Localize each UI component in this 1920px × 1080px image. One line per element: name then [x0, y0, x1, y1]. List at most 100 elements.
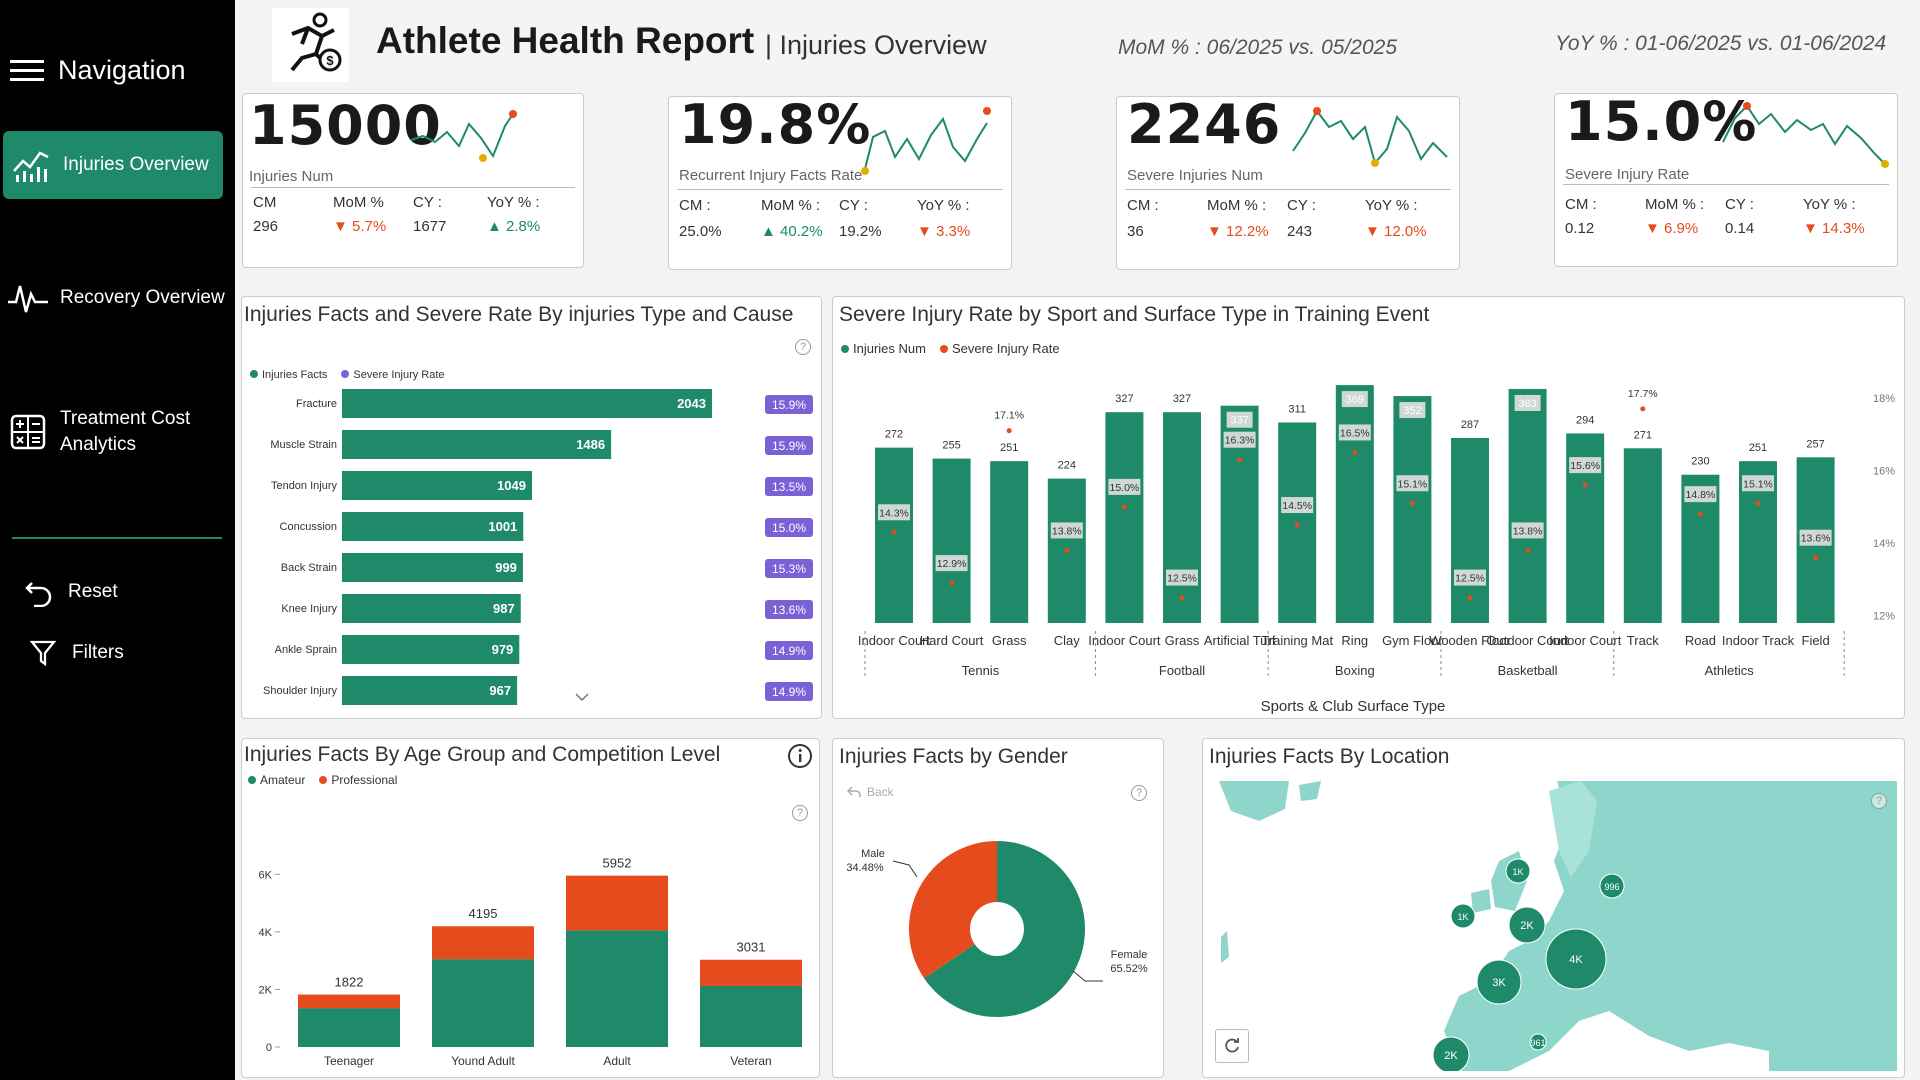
donut-slice — [909, 841, 997, 979]
kpi-cy-value: 243 — [1287, 223, 1313, 240]
landmass-iceland — [1299, 781, 1321, 801]
value-badge — [1399, 402, 1426, 419]
kpi-card-recurrent-rate: 19.8% Recurrent Injury Facts Rate CM : 25.0… — [668, 93, 1012, 270]
nav-item-label: Injuries Overview — [63, 154, 209, 175]
age-level-stacked-chart: 0 2K 4K 6K 1822 Teenager 4195 Yound Adult 5952 Ad… — [259, 856, 802, 1068]
back-button[interactable]: Back — [847, 785, 894, 799]
rate-badge — [765, 477, 813, 496]
nav-item-treatment-cost[interactable]: Treatment Cost Analytics — [0, 402, 235, 462]
chevron-down-icon[interactable] — [574, 692, 590, 702]
landmass-greenland — [1219, 781, 1289, 821]
surface-label: Indoor Court — [1088, 633, 1161, 648]
nav-item-injuries-overview[interactable]: Injuries Overview — [3, 131, 223, 199]
map-reset-button[interactable] — [1215, 1029, 1249, 1063]
bubble-label: 4K — [1569, 954, 1583, 966]
value-badge — [1514, 394, 1541, 411]
bar-value: 224 — [1058, 460, 1076, 472]
location-bubble — [1545, 928, 1607, 990]
surface-label: Track — [1627, 633, 1660, 648]
bar — [990, 461, 1029, 623]
y-tick: 4K — [259, 927, 273, 939]
location-map[interactable]: 1K 996 1K 2K 4K 3K 961 2K — [1209, 781, 1909, 1071]
rate-badge — [765, 395, 813, 414]
rate-label: 12.5% — [1455, 573, 1485, 585]
bubble-label: 961 — [1530, 1038, 1545, 1048]
bar-value: 337 — [1230, 415, 1248, 427]
kpi-divider — [677, 189, 1003, 190]
kpi-mom-label: MoM % : — [1207, 197, 1267, 214]
kpi-cy-label: CY : — [1287, 197, 1316, 214]
gender-donut-chart: Male 34.48% Female 65.52% — [846, 841, 1148, 1017]
rate-badge — [1684, 486, 1717, 503]
kpi-sparkline — [1722, 102, 1889, 168]
help-icon[interactable]: ? — [795, 339, 811, 355]
rate-label: 13.5% — [772, 480, 806, 494]
filters-button[interactable]: Filters — [0, 636, 235, 670]
help-icon[interactable]: ? — [1871, 793, 1887, 809]
kpi-divider — [1563, 184, 1889, 185]
rate-marker — [1409, 500, 1415, 506]
y-tick: 0 — [266, 1042, 272, 1054]
rate-badge — [1396, 475, 1429, 492]
rate-label: 15.1% — [1743, 478, 1773, 490]
kpi-mom-value: ▲ 40.2% — [761, 223, 823, 240]
bar-value: 979 — [492, 642, 514, 657]
rate-badge — [935, 555, 968, 572]
sport-label: Football — [1159, 663, 1205, 678]
bar — [1105, 412, 1144, 623]
rate-marker — [1467, 595, 1473, 601]
surface-label: Hard Court — [920, 633, 984, 648]
sparkline-marker — [1313, 107, 1321, 115]
surface-label: Ring — [1341, 633, 1368, 648]
bar — [932, 458, 971, 623]
category-label: Veteran — [730, 1054, 771, 1068]
kpi-mom-value: ▼ 6.9% — [1645, 220, 1699, 237]
yoy-period: YoY % : 01-06/2025 vs. 01-06/2024 — [1555, 32, 1887, 55]
rate-marker — [1813, 555, 1819, 561]
rate-label: 14.9% — [772, 685, 806, 699]
help-icon[interactable]: ? — [792, 805, 808, 821]
rate-badge — [1569, 457, 1602, 474]
surface-label: Indoor Court — [858, 633, 931, 648]
nav-item-recovery-overview[interactable]: Recovery Overview — [0, 278, 235, 318]
kpi-yoy-value: ▼ 14.3% — [1803, 220, 1865, 237]
sparkline-marker — [983, 107, 991, 115]
nav-header[interactable]: Navigation — [10, 55, 186, 86]
bar-value: 1486 — [576, 437, 605, 452]
info-icon[interactable] — [787, 743, 813, 769]
bar — [342, 553, 523, 582]
help-icon[interactable]: ? — [1131, 785, 1147, 801]
kpi-yoy-value: ▲ 2.8% — [487, 218, 541, 235]
nav-item-label: Treatment Cost Analytics — [60, 408, 191, 455]
kpi-sparkline — [410, 110, 517, 162]
logo: $ — [272, 8, 349, 82]
bar-value: 327 — [1173, 393, 1191, 405]
y-tick: 6K — [259, 869, 273, 881]
rate-label: 13.8% — [1513, 525, 1543, 537]
kpi-cm-label: CM : — [1127, 197, 1159, 214]
kpi-yoy-label: YoY % : — [1365, 197, 1418, 214]
kpi-mom-label: MoM % — [333, 194, 384, 211]
legend-item: Injuries Facts — [250, 369, 327, 381]
undo-icon — [22, 572, 56, 612]
chart-legend: Injuries Facts Severe Injury Rate — [250, 369, 445, 381]
rate-label: 15.9% — [772, 398, 806, 412]
gender-chart-card: Injuries Facts by Gender ? Back Male 34.4… — [832, 738, 1164, 1078]
kpi-value: 15000 — [249, 94, 442, 157]
rate-badge — [1108, 478, 1141, 495]
kpi-mom-label: MoM % : — [1645, 196, 1705, 213]
reset-button[interactable]: Reset — [0, 575, 235, 609]
bar — [342, 594, 521, 623]
kpi-cm-value: 36 — [1127, 223, 1144, 240]
bar-value: 257 — [1806, 438, 1824, 450]
legend-label: Severe Injury Rate — [353, 369, 445, 381]
rate-label: 14.3% — [879, 507, 909, 519]
bar-value: 967 — [489, 683, 511, 698]
location-map-card: Injuries Facts By Location 1K 996 1K 2K 4K 3K… — [1202, 738, 1905, 1078]
legend-label: Amateur — [260, 773, 306, 787]
rate-badge — [1799, 529, 1832, 546]
rate-badge — [765, 559, 813, 578]
bubble-label: 3K — [1492, 977, 1506, 989]
rate-label: 15.1% — [1398, 478, 1428, 490]
sport-label: Boxing — [1335, 663, 1375, 678]
